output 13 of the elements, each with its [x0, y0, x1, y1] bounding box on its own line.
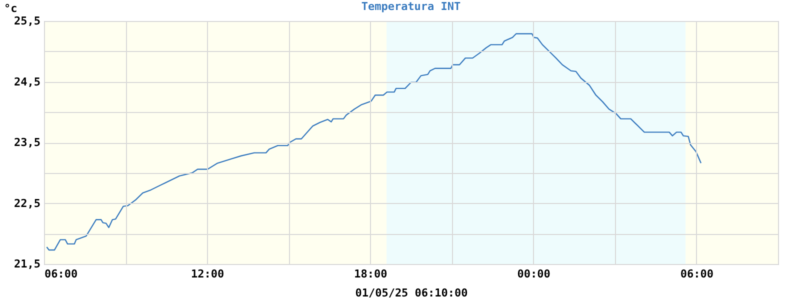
x-tick-label: 12:00 — [191, 268, 224, 280]
x-tick-label: 18:00 — [354, 268, 388, 280]
x-axis-title: 01/05/25 06:10:00 — [355, 286, 468, 300]
y-tick-label: 22,5 — [14, 196, 40, 210]
x-tick-label: 06:00 — [44, 268, 78, 280]
y-tick-label: 23,5 — [14, 136, 40, 149]
y-tick-label: 25,5 — [14, 14, 40, 28]
chart-title: Temperatura INT — [361, 0, 462, 13]
x-tick-label: 00:00 — [517, 268, 550, 280]
y-axis-title: °c — [4, 2, 18, 15]
y-tick-label: 24,5 — [14, 75, 40, 88]
y-tick-label: 21,5 — [14, 258, 40, 270]
x-tick-label: 06:00 — [680, 268, 714, 280]
